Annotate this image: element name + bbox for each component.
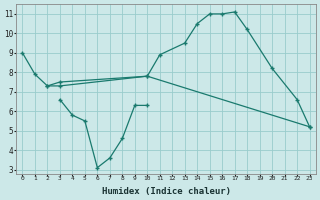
X-axis label: Humidex (Indice chaleur): Humidex (Indice chaleur)	[101, 187, 230, 196]
